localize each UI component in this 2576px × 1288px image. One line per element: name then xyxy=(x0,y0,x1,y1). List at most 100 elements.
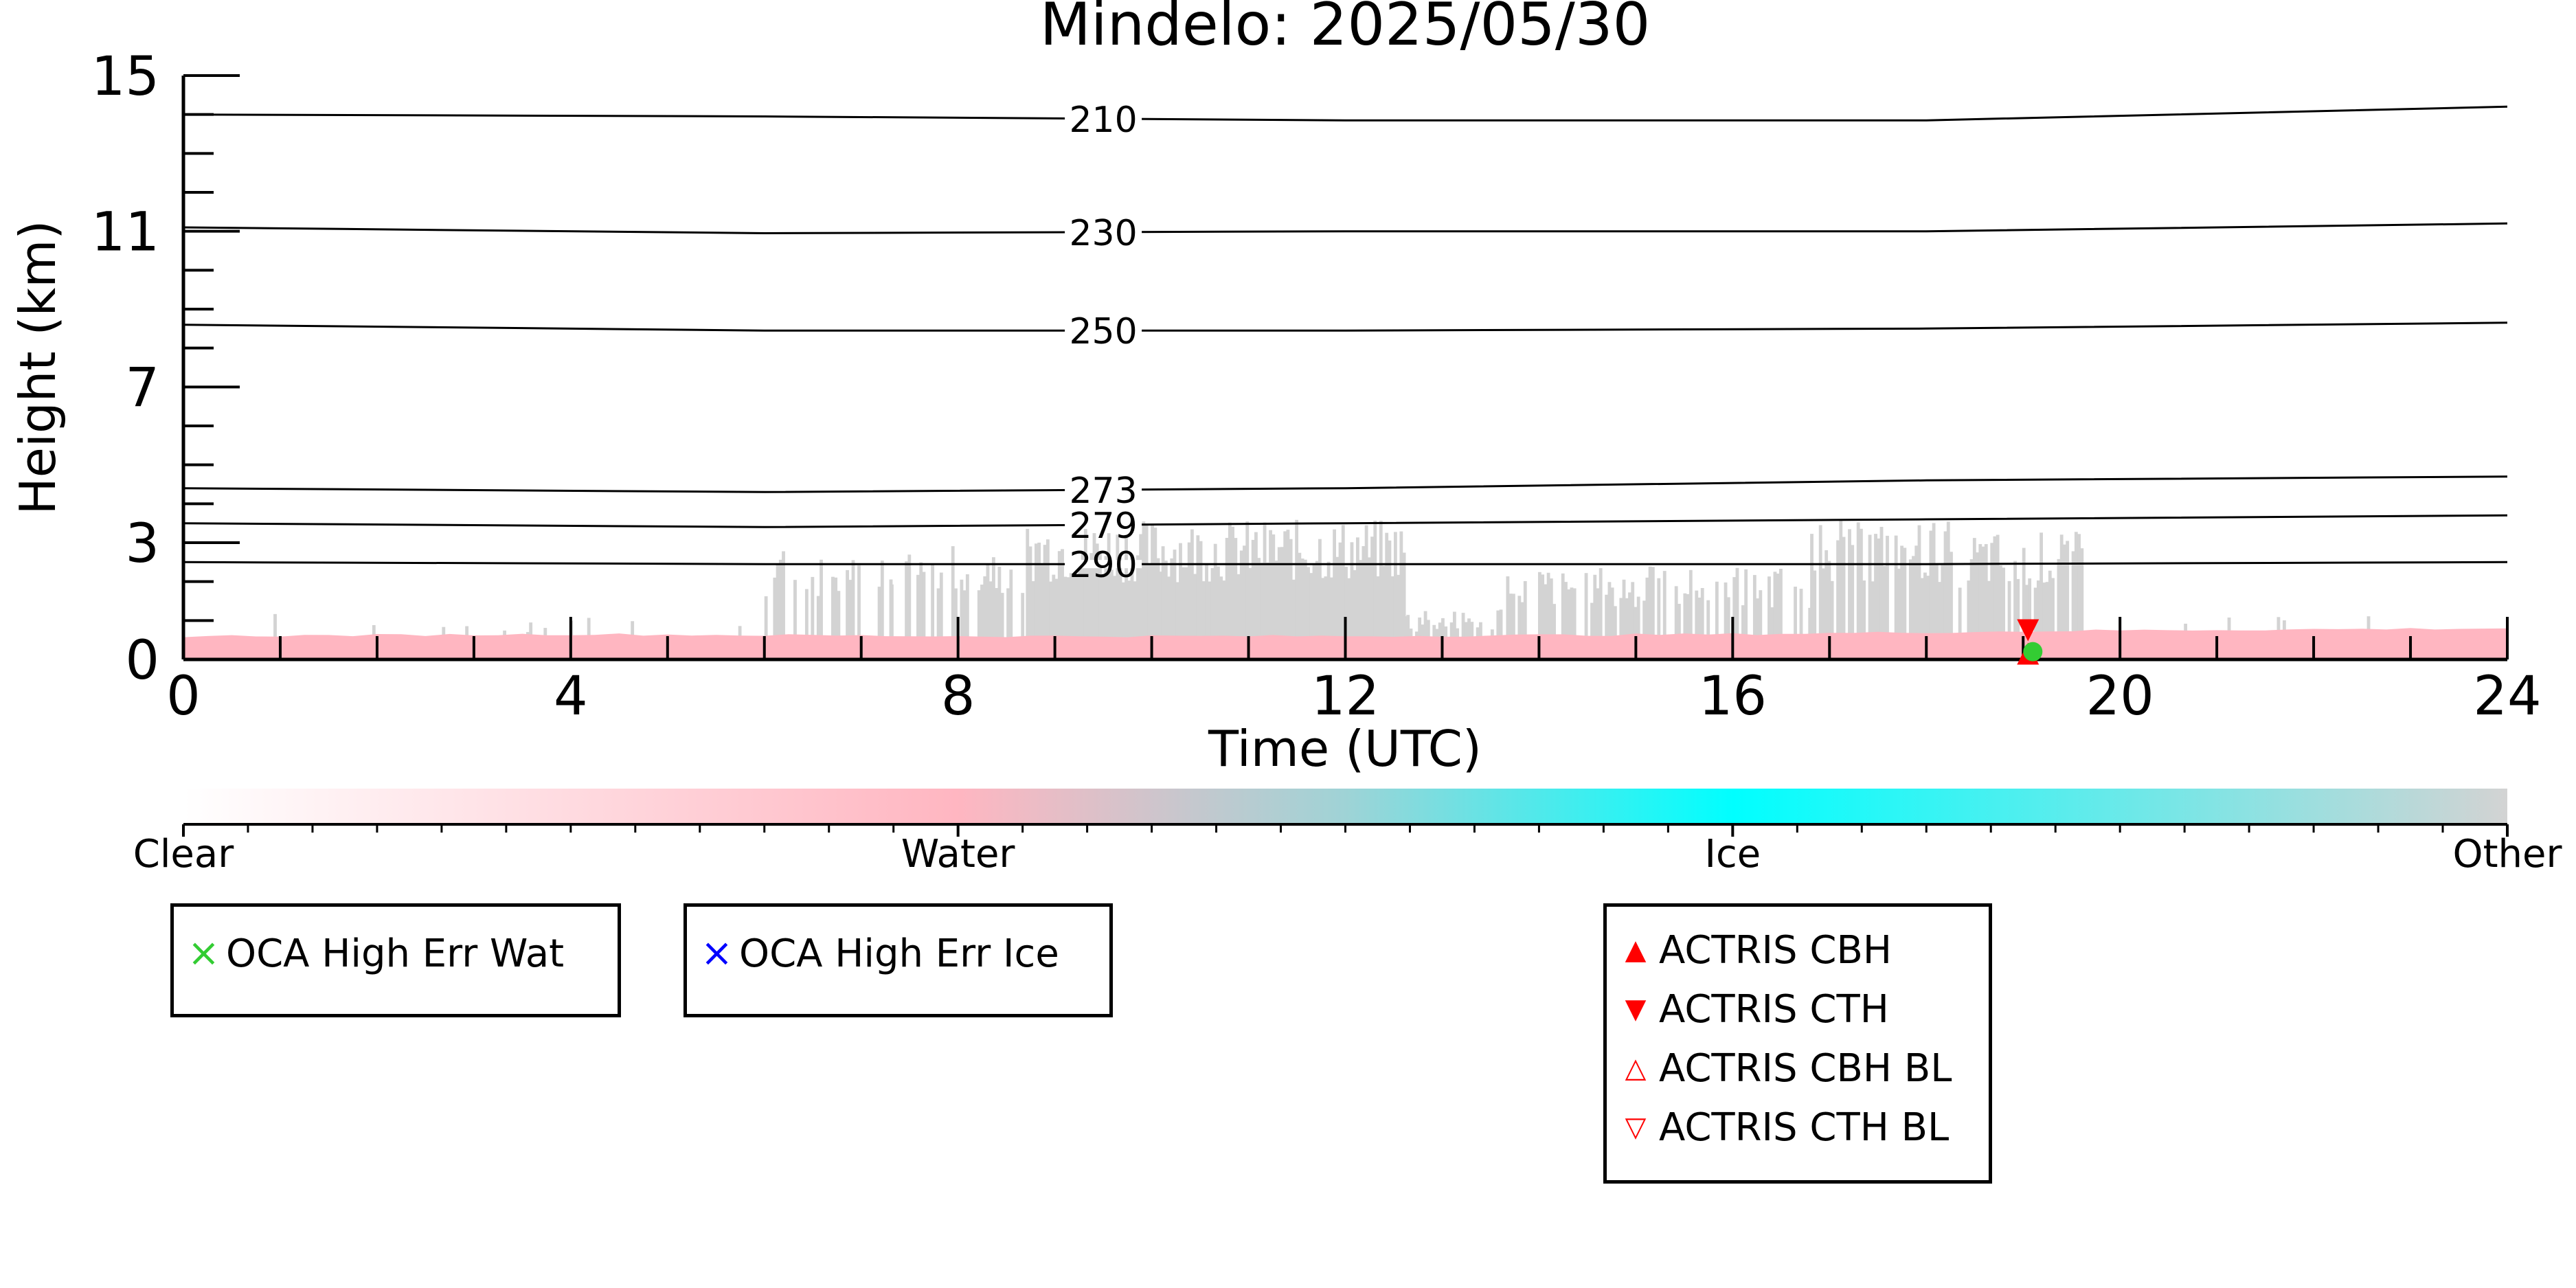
triangle-down-outline-icon: ▽ xyxy=(1625,1111,1647,1143)
other-class-streak xyxy=(1506,576,1510,659)
other-class-streak xyxy=(1164,561,1168,659)
other-class-streak xyxy=(1561,573,1565,659)
other-class-streak xyxy=(1303,559,1307,659)
other-class-streak xyxy=(1236,574,1241,659)
other-class-streak xyxy=(2002,567,2006,659)
other-class-streak xyxy=(1461,613,1465,659)
triangle-down-icon: ▼ xyxy=(1625,993,1647,1025)
other-class-streak xyxy=(1107,533,1111,659)
other-class-streak xyxy=(1341,525,1345,659)
other-class-streak xyxy=(1619,598,1623,659)
other-class-streak xyxy=(905,561,908,659)
other-class-streak xyxy=(1321,578,1325,659)
other-class-streak xyxy=(816,596,820,659)
cross-icon: × xyxy=(701,931,733,975)
other-class-streak xyxy=(2022,547,2026,659)
other-class-streak xyxy=(1662,571,1667,659)
other-class-streak xyxy=(778,559,782,659)
other-class-streak xyxy=(1752,575,1756,659)
other-class-streak xyxy=(1037,542,1041,659)
other-class-streak xyxy=(1818,525,1822,659)
marker-oca-water xyxy=(2023,642,2043,662)
other-class-streak xyxy=(1607,582,1612,659)
other-class-streak xyxy=(1567,589,1571,659)
other-class-streak xyxy=(1136,555,1140,659)
other-class-streak xyxy=(773,577,777,659)
other-class-streak xyxy=(1932,523,1936,659)
legend-label: ACTRIS CBH xyxy=(1659,927,1893,973)
other-class-streak xyxy=(1153,528,1157,659)
other-class-streak xyxy=(1972,538,1976,659)
other-class-streak xyxy=(1222,580,1226,659)
other-class-streak xyxy=(1950,552,1953,659)
colorbar-label-clear: Clear xyxy=(133,832,234,877)
other-class-streak xyxy=(1634,607,1638,659)
other-class-streak xyxy=(992,557,995,659)
other-class-streak xyxy=(960,579,964,659)
x-tick-label: 8 xyxy=(941,666,975,727)
other-class-streak xyxy=(1998,565,2002,659)
other-class-streak xyxy=(907,554,912,659)
other-class-streak xyxy=(1822,568,1825,659)
other-class-streak xyxy=(1333,529,1337,659)
legend-label: OCA High Err Ice xyxy=(739,931,1059,976)
isotherm-279 xyxy=(183,514,2507,528)
other-class-streak xyxy=(936,588,940,659)
other-class-streak xyxy=(1402,552,1406,659)
other-class-streak xyxy=(1943,531,1947,659)
other-class-streak xyxy=(1984,544,1988,659)
other-class-streak xyxy=(1657,578,1661,659)
other-class-streak xyxy=(1967,580,1971,659)
other-class-streak xyxy=(1159,572,1163,659)
other-class-streak xyxy=(1839,520,1843,659)
other-class-streak xyxy=(1523,580,1527,659)
other-class-streak xyxy=(1217,566,1220,659)
x-axis-label: Time (UTC) xyxy=(1208,720,1482,778)
other-class-streak xyxy=(1000,593,1004,659)
legend-label: ACTRIS CBH BL xyxy=(1659,1046,1952,1091)
other-class-streak xyxy=(1399,531,1403,659)
cross-icon: × xyxy=(188,931,220,975)
other-class-streak xyxy=(1390,576,1394,659)
other-class-streak xyxy=(1274,561,1278,659)
other-class-streak xyxy=(1773,572,1777,659)
other-class-streak xyxy=(1307,567,1310,659)
other-class-streak xyxy=(1364,525,1368,659)
other-class-streak xyxy=(1021,593,1025,659)
plot-area xyxy=(183,105,2507,659)
other-class-streak xyxy=(1958,587,1962,659)
isotherm-273 xyxy=(183,475,2507,493)
other-class-streak xyxy=(1897,568,1901,659)
other-class-streak xyxy=(1605,594,1609,659)
other-class-streak xyxy=(983,576,987,659)
other-class-streak xyxy=(1987,580,1991,659)
other-class-streak xyxy=(804,589,809,659)
other-class-streak xyxy=(1069,573,1073,659)
other-class-streak xyxy=(1083,526,1087,659)
other-class-streak xyxy=(988,581,993,659)
other-class-streak xyxy=(1886,535,1889,659)
other-class-streak xyxy=(1116,534,1120,659)
other-class-streak xyxy=(1125,536,1128,659)
x-tick-label: 24 xyxy=(2473,666,2541,727)
isotherm-210 xyxy=(183,105,2507,122)
other-class-streak xyxy=(1934,563,1939,659)
other-class-streak xyxy=(1894,535,1898,659)
isotherm-label-gap xyxy=(1065,521,1142,530)
other-class-streak xyxy=(1978,544,1982,659)
other-class-streak xyxy=(1677,604,1681,659)
other-class-streak xyxy=(1187,542,1191,659)
other-class-streak xyxy=(1590,602,1594,659)
other-class-streak xyxy=(1929,530,1933,659)
other-class-streak xyxy=(1161,546,1165,659)
other-class-streak xyxy=(1326,561,1331,659)
other-class-streak xyxy=(1075,576,1079,659)
other-class-streak xyxy=(2063,544,2066,659)
colorbar-label-water: Water xyxy=(901,832,1016,877)
other-class-streak xyxy=(1382,565,1386,659)
other-class-streak xyxy=(1770,607,1774,659)
other-class-streak xyxy=(1499,609,1503,659)
other-class-streak xyxy=(837,591,841,659)
other-class-streak xyxy=(1625,598,1629,659)
isotherm-label-230: 230 xyxy=(1069,213,1137,254)
